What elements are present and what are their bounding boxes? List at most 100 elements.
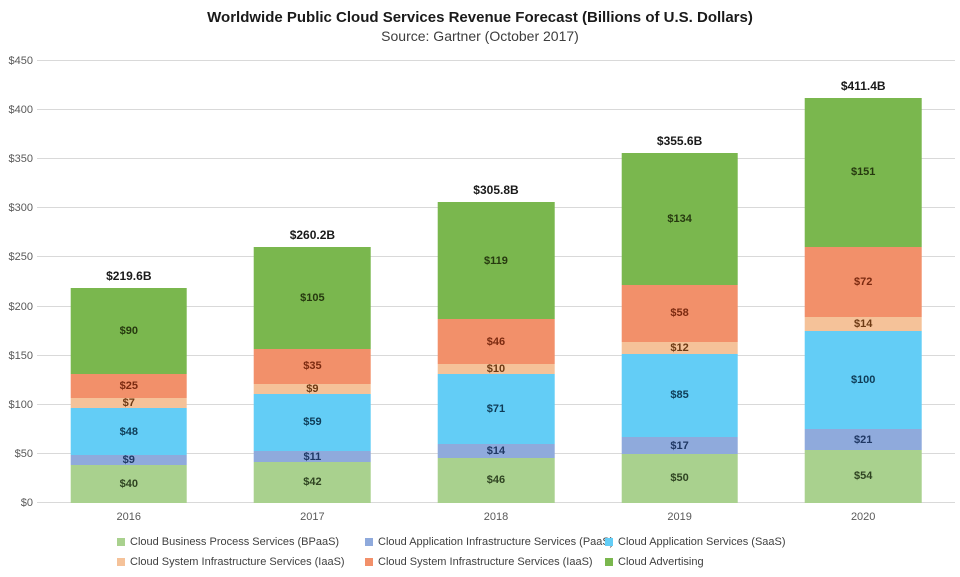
chart-subtitle: Source: Gartner (October 2017) [381,28,579,44]
bar-segment: $58 [621,284,738,342]
legend-label: Cloud System Infrastructure Services (Ia… [378,556,593,568]
segment-value-label: $9 [122,453,135,466]
bar-segment: $10 [437,363,555,376]
segment-value-label: $105 [300,291,325,304]
bar-total-label: $305.8B [473,183,519,198]
y-tick-label: $250 [8,251,33,264]
bar-segment: $14 [804,317,922,332]
gridline [37,109,955,111]
bar-column-2016: $40 $9 $48 $7 $25 $90 $219.6B 2016 [37,61,221,523]
legend-label: Cloud Application Services (SaaS) [618,536,786,548]
bar-segment: $100 [804,331,922,430]
y-tick-label: $0 [20,497,33,509]
legend-item: Cloud Advertising [605,555,786,569]
legend-swatch-icon [605,538,613,546]
legend-swatch-icon [365,558,373,566]
segment-value-label: $7 [122,397,135,410]
bar-segment: $59 [254,393,371,452]
bar-stack: $40 $9 $48 $7 $25 $90 [70,287,188,503]
legend-swatch-icon [117,538,125,546]
segment-value-label: $72 [854,276,873,288]
y-tick-label: $350 [8,153,33,166]
legend-swatch-icon [605,558,613,566]
segment-value-label: $10 [486,363,506,376]
bar-total-label: $411.4B [840,79,886,94]
bar-stack: $42 $11 $59 $9 $35 $105 [254,246,371,503]
bar-segment: $25 [70,374,188,399]
segment-value-label: $46 [486,474,506,487]
segment-value-label: $54 [854,470,873,483]
segment-value-label: $58 [670,307,689,320]
y-tick-label: $200 [8,300,33,313]
bar-segment: $14 [437,444,555,458]
y-tick-label: $150 [8,349,33,362]
bar-column-2019: $50 $17 $85 $12 $58 $134 $355.6B 2019 [588,61,772,523]
y-tick-label: $50 [14,447,33,460]
bar-segment: $151 [804,98,922,247]
legend-label: Cloud Application Infrastructure Service… [378,536,614,548]
y-tick-label: $450 [8,55,33,67]
legend: Cloud Business Process Services (BPaaS) C… [117,535,786,569]
y-axis: $0 $50 $100 $150 $200 $250 $300 $350 $400 $450 [0,55,33,509]
x-tick-label: 2016 [116,511,142,523]
bar-stack: $46 $14 $71 $10 $46 $119 [437,202,555,503]
bar-segment: $21 [804,429,922,450]
legend-label: Cloud Advertising [618,556,704,568]
bar-column-2017: $42 $11 $59 $9 $35 $105 $260.2B 2017 [221,61,405,523]
bar-segment: $72 [804,246,922,318]
segment-value-label: $35 [303,360,322,373]
bar-segment: $48 [70,408,188,455]
segment-value-label: $17 [670,439,689,452]
bar-segment: $134 [621,153,738,285]
segment-value-label: $90 [119,325,138,338]
legend-item: Cloud Business Process Services (BPaaS) [117,535,365,549]
bar-segment: $35 [254,349,371,384]
gridline [37,158,955,160]
x-tick-label: 2017 [300,511,325,523]
bar-segment: $90 [70,287,188,375]
bar-segment: $9 [70,453,188,466]
bar-total-label: $260.2B [289,227,336,242]
legend-item: Cloud System Infrastructure Services (Ia… [365,555,605,569]
y-tick-label: $300 [8,202,33,215]
bar-segment: $42 [254,461,371,503]
gridline [37,60,955,61]
bar-total-label: $219.6B [106,268,152,283]
bar-segment: $9 [254,382,371,395]
segment-value-label: $12 [670,341,689,354]
segment-value-label: $85 [670,389,689,402]
segment-value-label: $134 [667,213,692,226]
x-tick-label: 2019 [667,511,692,523]
bar-stack: $54 $21 $100 $14 $72 $151 [804,98,922,503]
segment-value-label: $14 [486,444,506,457]
bar-column-2018: $46 $14 $71 $10 $46 $119 $305.8B 2018 [404,61,588,523]
segment-value-label: $59 [303,416,322,429]
legend-item: Cloud System Infrastructure Services (Ia… [117,555,365,569]
bar-segment: $85 [621,353,738,438]
segment-value-label: $11 [303,450,322,463]
segment-value-label: $119 [484,254,508,267]
bar-segment: $71 [437,374,555,445]
legend-item: Cloud Application Infrastructure Service… [365,535,613,549]
bar-segment: $40 [70,464,188,503]
segment-value-label: $42 [303,476,322,489]
bar-segment: $46 [437,457,555,503]
legend-swatch-icon [117,558,125,566]
bar-segment: $119 [437,202,555,320]
segment-value-label: $50 [670,472,689,485]
bar-segment: $12 [621,341,738,354]
segment-value-label: $25 [119,380,138,393]
segment-value-label: $9 [306,382,319,395]
plot-area: $40 $9 $48 $7 $25 $90 $219.6B 2016 $42 $11 $59 $9 $3… [37,60,955,523]
legend-swatch-icon [365,538,373,546]
bar-total-label: $355.6B [656,134,703,149]
segment-value-label: $46 [486,335,506,348]
chart-title: Worldwide Public Cloud Services Revenue … [207,9,753,26]
bar-segment: $50 [621,453,738,503]
segment-value-label: $48 [119,425,138,438]
legend-item: Cloud Application Services (SaaS) [605,535,786,549]
bar-segment: $105 [254,246,371,350]
x-tick-label: 2018 [483,511,509,523]
segment-value-label: $14 [854,318,873,331]
